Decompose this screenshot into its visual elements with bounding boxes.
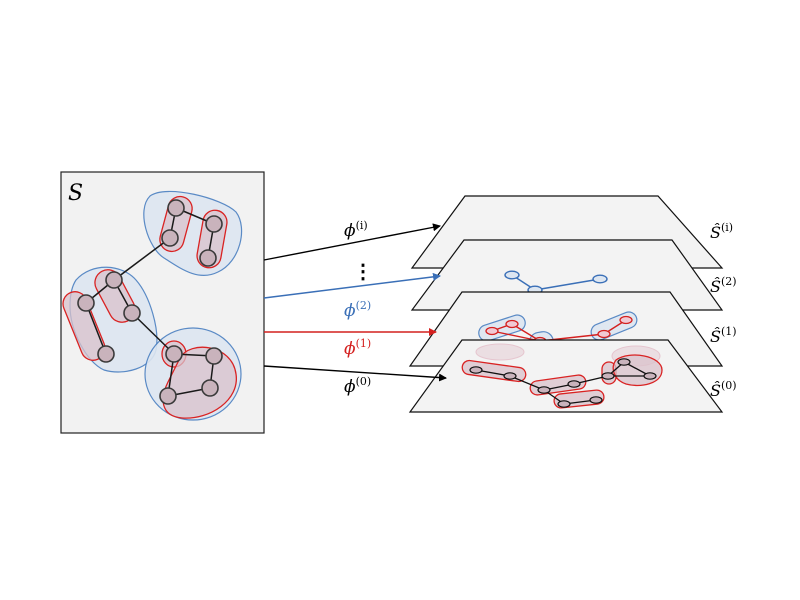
level-2-node — [504, 270, 520, 280]
level-0-node — [557, 400, 571, 408]
level-1-node — [485, 326, 499, 336]
graph-node — [97, 345, 115, 363]
arrow-phi-2 — [263, 272, 441, 299]
level-label-i: Ŝ(i) — [710, 221, 733, 242]
red-cluster-4 — [62, 291, 106, 361]
map-label-0: ϕ(0) — [344, 375, 371, 397]
mapping-arrows: ϕ(i) ⋮ ϕ(2) ϕ(1) ϕ(0) — [263, 219, 447, 397]
arrow-phi-i — [263, 223, 441, 261]
level-0-node — [567, 380, 581, 388]
ellipsis-vertical: ⋮ — [353, 259, 373, 283]
arrow-phi-0 — [263, 365, 447, 382]
level-0-node — [601, 372, 615, 380]
graph-node — [77, 294, 95, 312]
graph-node — [161, 229, 179, 247]
level-1-node — [619, 315, 633, 325]
graph-node — [167, 199, 185, 217]
level-label-0: Ŝ(0) — [710, 379, 737, 400]
level-1-node — [505, 319, 519, 329]
level-0-node — [617, 358, 631, 366]
level-2-graph — [504, 270, 608, 295]
level-1-node — [597, 329, 611, 339]
level-2-node — [592, 274, 608, 284]
graph-node — [205, 347, 223, 365]
level-0-node — [643, 372, 657, 380]
level-0-graph — [461, 343, 663, 409]
level-0-node — [589, 396, 603, 404]
map-label-1: ϕ(1) — [344, 337, 371, 359]
graph-node — [201, 379, 219, 397]
graph-node — [205, 215, 223, 233]
graph-node — [165, 345, 183, 363]
level-labels: Ŝ(i) Ŝ(2) Ŝ(1) Ŝ(0) — [710, 221, 737, 400]
graph-node — [123, 304, 141, 322]
level-0-node — [503, 372, 517, 380]
level-0-node — [537, 386, 551, 394]
map-label-i: ϕ(i) — [344, 219, 368, 241]
level-label-2: Ŝ(2) — [710, 275, 737, 296]
input-graph-panel: S — [60, 171, 265, 434]
graph-node — [159, 387, 177, 405]
map-label-2: ϕ(2) — [344, 299, 371, 321]
input-graph-label: S — [68, 181, 83, 206]
graph-node — [199, 249, 217, 267]
graph-node — [105, 271, 123, 289]
graph-nodes — [77, 199, 223, 405]
level-label-1: Ŝ(1) — [710, 325, 737, 346]
level-0-node — [469, 366, 483, 374]
hierarchy-planes: Ŝ(i) Ŝ(2) Ŝ(1) Ŝ(0) — [408, 195, 737, 413]
